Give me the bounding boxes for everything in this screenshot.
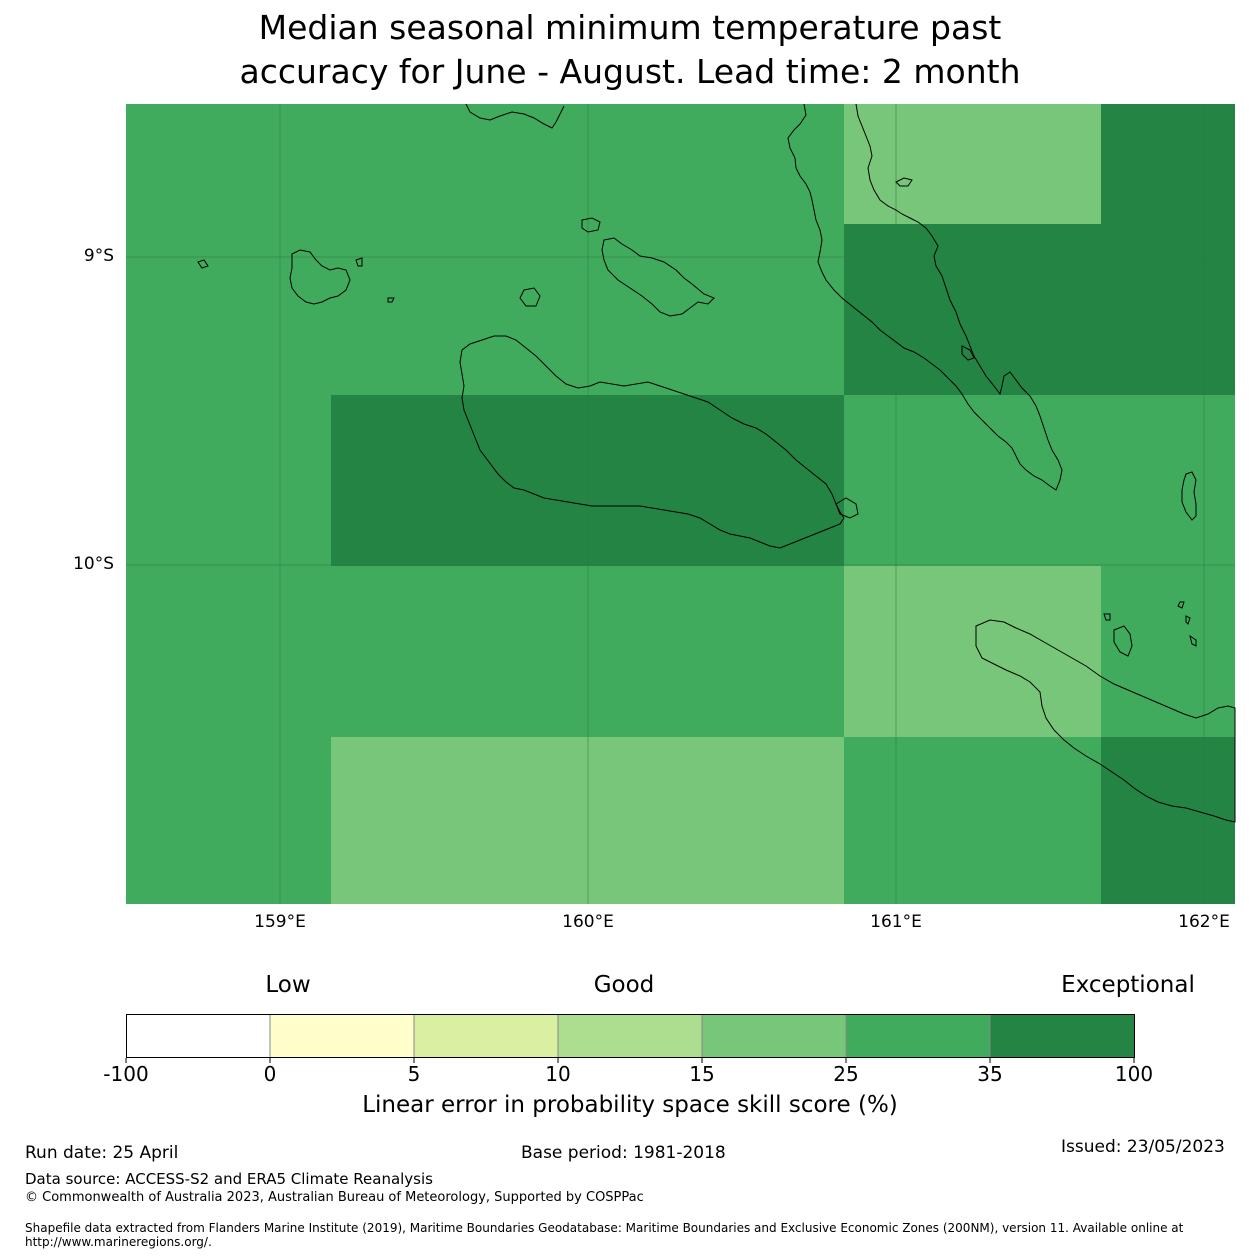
colorbar-segment [846,1014,990,1058]
colorbar-word-good: Good [593,972,655,998]
grid-cell [126,395,331,566]
coastline-makira [975,619,1236,823]
coastline-malaita [1181,471,1197,521]
lon-label: 162°E [1178,912,1230,932]
coastline-islet [355,257,363,267]
colorbar-segment [702,1014,846,1058]
coastline-savo [519,287,541,307]
coastlines [197,103,1236,823]
coastline-islet [1185,615,1191,625]
grid-cell [844,224,1235,395]
coastline-florida-islands [601,237,715,317]
grid-cell [126,224,844,395]
coastline-islet [1189,634,1197,647]
colorbar [125,1014,1135,1063]
skill-grid [126,104,1235,904]
title-line-1: Median seasonal minimum temperature past [258,8,1002,47]
coastline-islet [1177,601,1185,609]
grid-cell [844,395,1235,566]
coastline-islet [1113,625,1133,657]
lon-label: 161°E [870,912,922,932]
colorbar-segment [990,1014,1134,1058]
grid-cell [844,566,1101,737]
coastline-islet [961,345,975,361]
coastline-islet [895,177,913,187]
colorbar-dividers [269,1014,991,1058]
grid-cell [844,737,1101,904]
colorbar-segment [270,1014,414,1058]
colorbar-segment [126,1014,270,1058]
grid-cell [1101,737,1235,904]
title-line-2: accuracy for June - August. Lead time: 2… [239,52,1021,91]
run-date: Run date: 25 April [25,1143,179,1163]
grid-cell [844,104,1101,224]
grid-cell [1101,104,1235,224]
coastline-santa-isabel [787,103,1063,491]
colorbar-label: Linear error in probability space skill … [362,1092,898,1118]
grid-cell [126,566,844,737]
colorbar-tick-label: 15 [689,1062,715,1086]
issued-date: Issued: 23/05/2023 [1061,1137,1225,1157]
colorbar-word-low: Low [265,972,311,998]
colorbar-tick-label: 0 [263,1062,277,1086]
colorbar-tick-label: 10 [545,1062,571,1086]
data-source: Data source: ACCESS-S2 and ERA5 Climate … [25,1170,433,1188]
copyright: © Commonwealth of Australia 2023, Austra… [25,1190,644,1205]
graticule [126,104,1235,904]
grid-cell [1101,566,1235,737]
base-period: Base period: 1981-2018 [521,1143,726,1163]
shapefile-credit: Shapefile data extracted from Flanders M… [25,1221,1184,1249]
coastline-top-islands [465,103,565,129]
map-title: Median seasonal minimum temperature past… [0,6,1260,94]
coastline-islet [581,217,601,233]
coastline-guadalcanal [459,335,845,549]
colorbar-ticks [125,1058,1135,1063]
lat-label: 9°S [83,246,114,266]
lon-label: 160°E [562,912,614,932]
lon-label: 159°E [254,912,306,932]
colorbar-tick-label: 25 [833,1062,859,1086]
lat-label: 10°S [73,554,114,574]
colorbar-word-exceptional: Exceptional [1061,972,1195,998]
coastline-islet [1103,613,1111,621]
grid-cell [126,737,331,904]
coastline-islet [835,497,859,519]
coastline-islet [197,259,209,269]
skill-map [126,103,1236,904]
colorbar-tick-label: -100 [103,1062,149,1086]
colorbar-segment [558,1014,702,1058]
grid-cell [126,104,844,224]
colorbar-tick-label: 100 [1114,1062,1154,1086]
colorbar-tick-label: 5 [407,1062,421,1086]
coastline-russell-islands [289,249,351,305]
colorbar-segment [414,1014,558,1058]
colorbar-tick-label: 35 [977,1062,1003,1086]
colorbar-frame [126,1014,1135,1058]
coastline-islet [387,297,395,303]
